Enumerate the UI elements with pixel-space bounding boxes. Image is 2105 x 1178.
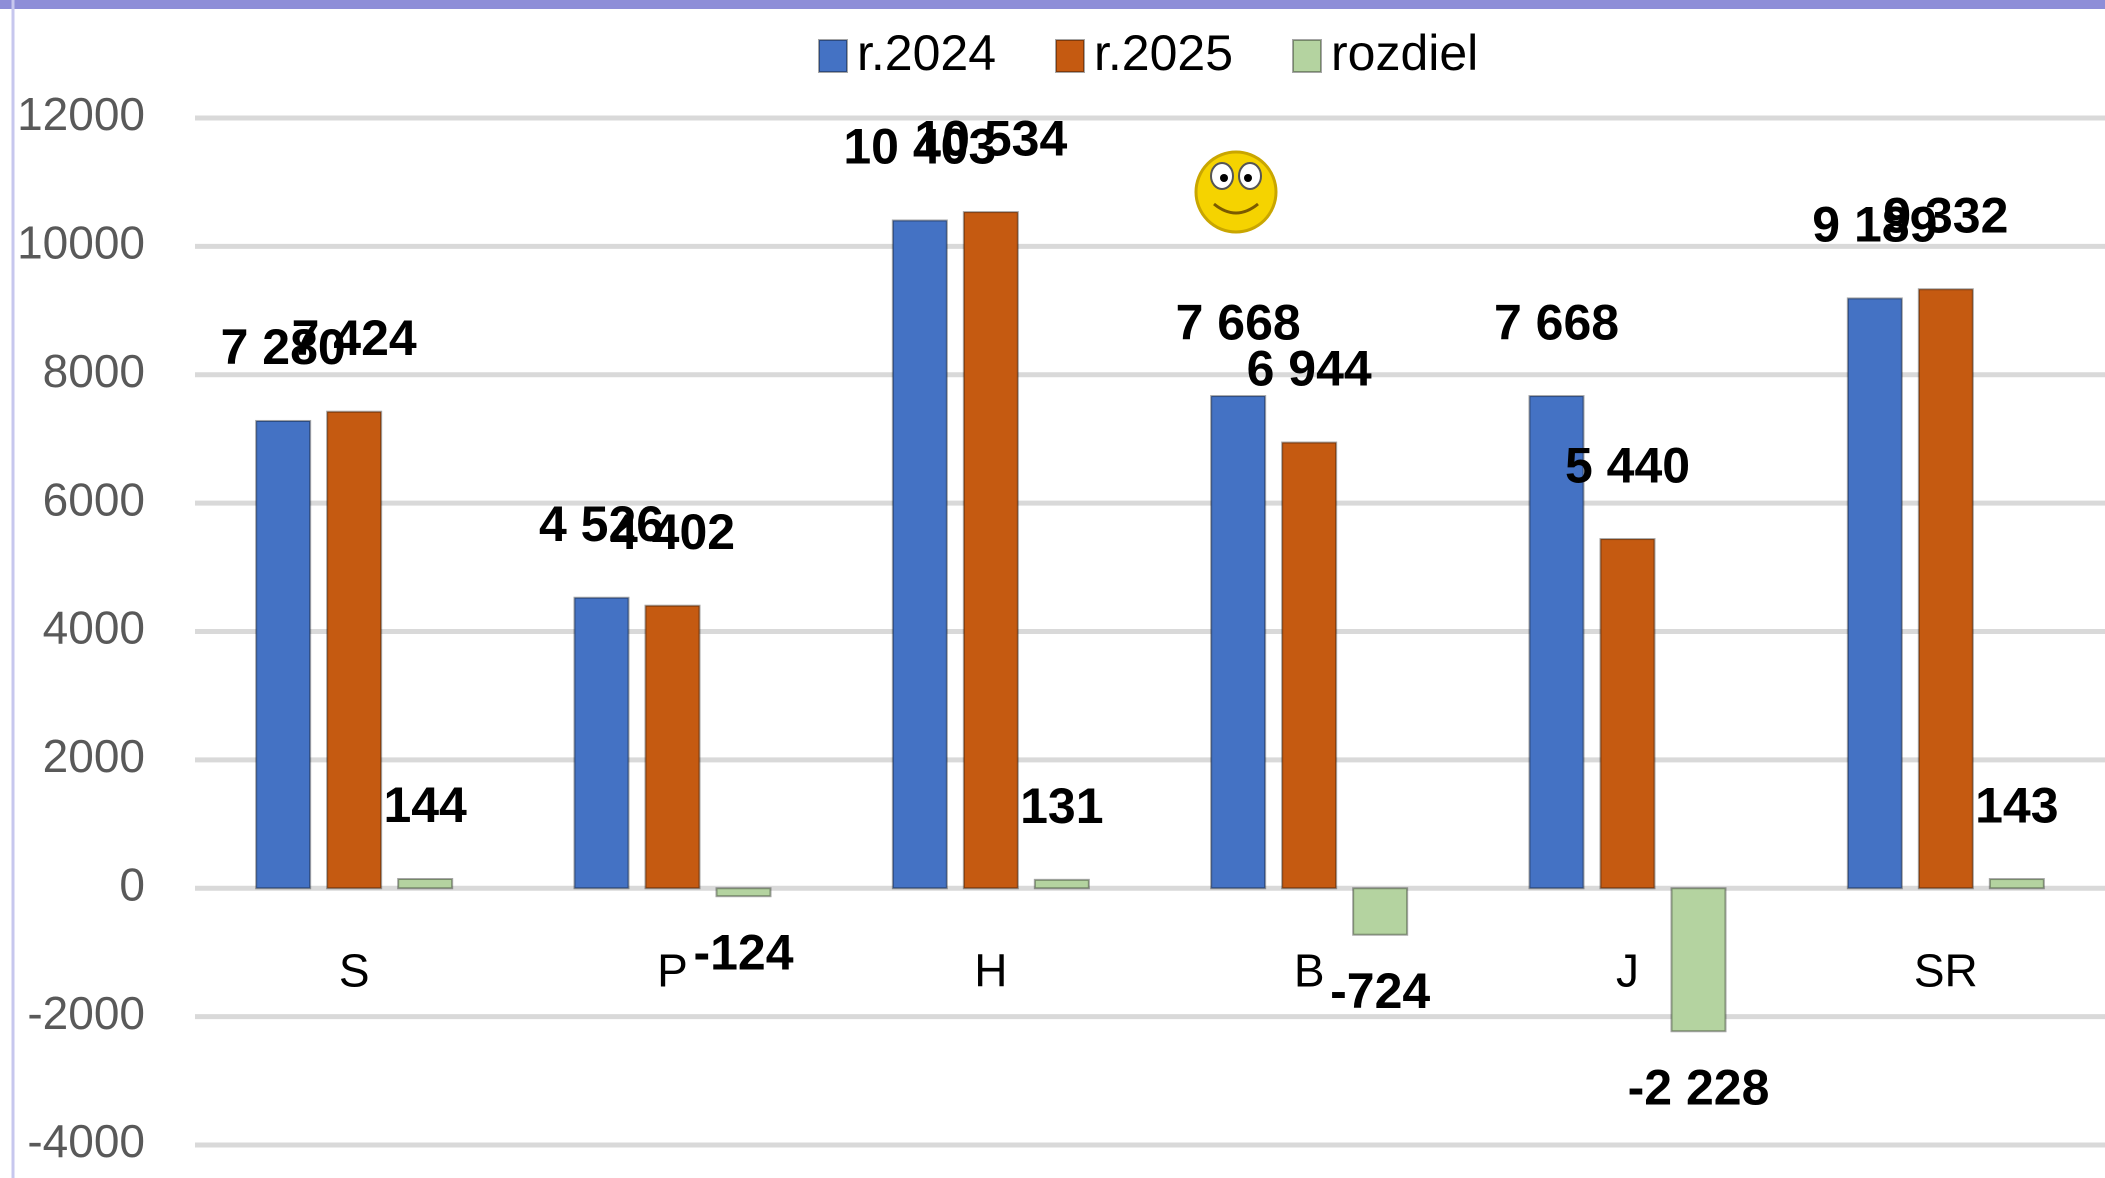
y-tick-label: 8000 (43, 345, 145, 397)
value-label: 4 402 (610, 504, 735, 560)
bar (1990, 879, 2044, 888)
value-label: -2 228 (1628, 1059, 1770, 1115)
bar (398, 879, 452, 888)
smiley (1196, 152, 1276, 232)
value-label: 144 (383, 777, 467, 833)
bar (1919, 289, 1973, 888)
value-label: 6 944 (1247, 341, 1372, 397)
chart: -4000 -2000 0 2000 4000 6000 8000 10000 12000 S P H… (0, 0, 2105, 1178)
bar (1353, 888, 1407, 934)
value-label: 9 332 (1883, 187, 2008, 243)
bar (717, 888, 771, 896)
x-tick-label: P (657, 944, 688, 996)
bar (256, 421, 310, 888)
x-tick-label: S (339, 944, 370, 996)
x-tick-label: J (1616, 944, 1639, 996)
legend-label: rozdiel (1331, 25, 1478, 81)
y-tick-label: 12000 (17, 88, 145, 140)
value-label: 131 (1020, 778, 1103, 834)
bar (646, 606, 700, 889)
bar (1282, 443, 1336, 889)
value-label: -724 (1330, 963, 1430, 1019)
y-tick-label: 10000 (17, 217, 145, 269)
y-tick-label: -4000 (27, 1115, 145, 1167)
y-tick-label: 0 (119, 858, 145, 910)
page: {"chart_data": {"type": "bar", "categori… (0, 0, 2105, 1178)
y-tick-label: 2000 (43, 730, 145, 782)
bar (575, 598, 629, 889)
value-label: 10 534 (914, 110, 1067, 166)
x-tick-label: H (974, 944, 1007, 996)
value-label: 143 (1975, 777, 2058, 833)
bar (1848, 298, 1902, 888)
legend-label: r.2024 (857, 25, 996, 81)
legend-swatch (1293, 40, 1321, 72)
value-label: 5 440 (1565, 437, 1690, 493)
value-label: 7 668 (1494, 294, 1619, 350)
y-tick-label: 4000 (43, 602, 145, 654)
x-tick-label: B (1294, 944, 1325, 996)
bar (1035, 880, 1089, 888)
bar (1211, 396, 1265, 888)
bar (1601, 539, 1655, 888)
y-tick-label: -2000 (27, 987, 145, 1039)
top-border (0, 0, 2105, 9)
value-label: -124 (693, 924, 793, 980)
legend-swatch (819, 40, 847, 72)
bar (1672, 888, 1726, 1031)
value-label: 7 424 (292, 310, 417, 366)
bar (964, 212, 1018, 888)
bar (327, 412, 381, 889)
x-tick-label: SR (1914, 944, 1978, 996)
y-tick-label: 6000 (43, 473, 145, 525)
bar (893, 221, 947, 889)
plot: -4000 -2000 0 2000 4000 6000 8000 10000 12000 S P H… (17, 25, 2105, 1167)
legend-label: r.2025 (1094, 25, 1233, 81)
legend-swatch (1056, 40, 1084, 72)
